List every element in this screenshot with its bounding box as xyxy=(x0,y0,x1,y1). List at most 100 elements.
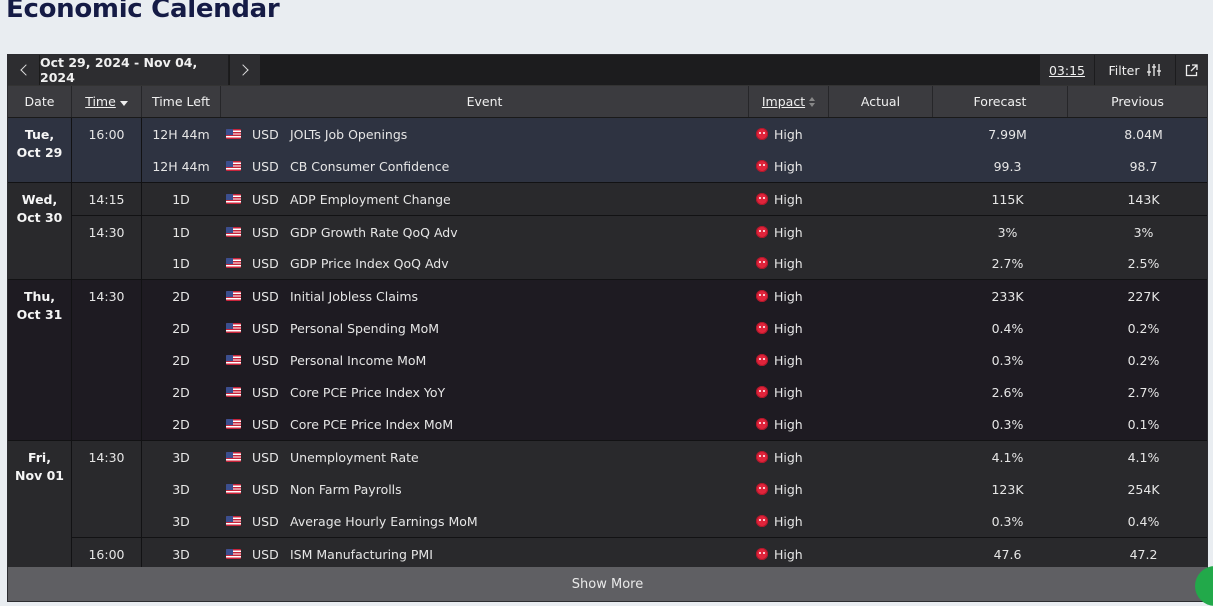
event-name[interactable]: Average Hourly Earnings MoM xyxy=(290,513,478,529)
show-more-button[interactable]: Show More xyxy=(8,567,1207,601)
table-row[interactable]: 14:30 3D USD Unemployment Rate High 4.1% 4.1% xyxy=(72,441,1207,473)
impact-cell: High xyxy=(756,312,836,344)
page-title: Economic Calendar xyxy=(6,0,280,24)
time-left: 3D xyxy=(172,546,190,562)
event-name[interactable]: ISM Manufacturing PMI xyxy=(290,546,433,562)
event-name[interactable]: Personal Spending MoM xyxy=(290,320,440,336)
filter-button[interactable]: Filter xyxy=(1095,55,1175,85)
currency: USD xyxy=(252,158,279,174)
us-flag-icon xyxy=(226,129,241,139)
impact-cell: High xyxy=(756,376,836,408)
impact-label: High xyxy=(774,384,803,400)
date-range-label[interactable]: Oct 29, 2024 - Nov 04, 2024 xyxy=(40,55,228,85)
time-left: 1D xyxy=(172,191,190,207)
actual-value xyxy=(836,538,940,570)
event-name[interactable]: Core PCE Price Index YoY xyxy=(290,384,446,400)
us-flag-icon xyxy=(226,227,241,237)
open-external-button[interactable] xyxy=(1176,55,1207,85)
currency: USD xyxy=(252,352,279,368)
table-row[interactable]: 2D USD Personal Spending MoM High 0.4% 0.2% xyxy=(72,312,1207,344)
actual-value xyxy=(836,183,940,215)
table-row[interactable]: 2D USD Personal Income MoM High 0.3% 0.2% xyxy=(72,344,1207,376)
table-row[interactable]: 14:30 2D USD Initial Jobless Claims High 233K… xyxy=(72,280,1207,312)
table-row[interactable]: 16:00 12H 44m USD JOLTs Job Openings High 7.9… xyxy=(72,118,1207,150)
flag-cell xyxy=(226,344,244,376)
chevron-right-icon xyxy=(237,64,249,76)
event-name[interactable]: GDP Price Index QoQ Adv xyxy=(290,255,449,271)
sliders-icon xyxy=(1147,64,1162,76)
actual-value xyxy=(836,118,940,150)
day-weekday: Thu, xyxy=(23,289,56,304)
column-previous: Previous xyxy=(1111,94,1164,109)
high-impact-bull-icon xyxy=(756,128,768,140)
table-row[interactable]: 3D USD Average Hourly Earnings MoM High 0.3%… xyxy=(72,505,1207,537)
previous-value: 254K xyxy=(1127,481,1160,497)
previous-value: 143K xyxy=(1127,191,1160,207)
time-column-divider xyxy=(72,441,142,473)
high-impact-bull-icon xyxy=(756,160,768,172)
flag-cell xyxy=(226,408,244,440)
high-impact-bull-icon xyxy=(756,418,768,430)
currency: USD xyxy=(252,546,279,562)
chat-widget-button[interactable] xyxy=(1195,566,1213,606)
event-time xyxy=(72,312,141,344)
timezone-clock[interactable]: 03:15 xyxy=(1040,55,1094,85)
day-date: Oct 29 xyxy=(16,145,63,160)
table-row[interactable]: 14:30 1D USD GDP Growth Rate QoQ Adv High 3% 3… xyxy=(72,215,1207,248)
table-row[interactable]: 12H 44m USD CB Consumer Confidence High 99.3… xyxy=(72,150,1207,182)
flag-cell xyxy=(226,312,244,344)
table-row[interactable]: 14:15 1D USD ADP Employment Change High 115K 1… xyxy=(72,183,1207,215)
next-week-button[interactable] xyxy=(229,55,260,85)
time-column-divider xyxy=(72,376,142,408)
column-time[interactable]: Time xyxy=(72,86,142,117)
event-name[interactable]: GDP Growth Rate QoQ Adv xyxy=(290,224,458,240)
forecast-value: 3% xyxy=(997,224,1018,240)
day-date: Nov 01 xyxy=(15,468,64,483)
event-name[interactable]: CB Consumer Confidence xyxy=(290,158,450,174)
event-name[interactable]: Initial Jobless Claims xyxy=(290,288,419,304)
event-name[interactable]: JOLTs Job Openings xyxy=(290,126,408,142)
us-flag-icon xyxy=(226,484,241,494)
previous-week-button[interactable] xyxy=(8,55,40,85)
time-column-divider xyxy=(72,247,142,279)
time-left: 2D xyxy=(172,352,190,368)
flag-cell xyxy=(226,118,244,150)
impact-label: High xyxy=(774,288,803,304)
event-name[interactable]: ADP Employment Change xyxy=(290,191,451,207)
event-time xyxy=(72,150,141,182)
time-left: 2D xyxy=(172,384,190,400)
event-time xyxy=(72,473,141,505)
event-name[interactable]: Unemployment Rate xyxy=(290,449,419,465)
impact-label: High xyxy=(774,352,803,368)
time-left: 3D xyxy=(172,449,190,465)
day-label: Tue, Oct 29 xyxy=(8,118,72,182)
actual-value xyxy=(836,312,940,344)
currency: USD xyxy=(252,416,279,432)
impact-label: High xyxy=(774,191,803,207)
column-impact[interactable]: Impact xyxy=(749,86,829,117)
event-time: 14:30 xyxy=(88,449,125,465)
impact-cell: High xyxy=(756,216,836,248)
previous-value: 4.1% xyxy=(1127,449,1160,465)
impact-label: High xyxy=(774,481,803,497)
table-row[interactable]: 2D USD Core PCE Price Index YoY High 2.6% 2.7… xyxy=(72,376,1207,408)
table-row[interactable]: 3D USD Non Farm Payrolls High 123K 254K xyxy=(72,473,1207,505)
high-impact-bull-icon xyxy=(756,290,768,302)
table-row[interactable]: 16:00 3D USD ISM Manufacturing PMI High 47.6 4… xyxy=(72,537,1207,570)
event-name[interactable]: Personal Income MoM xyxy=(290,352,427,368)
time-left: 2D xyxy=(172,320,190,336)
event-time: 16:00 xyxy=(88,126,125,142)
time-left: 3D xyxy=(172,481,190,497)
currency: USD xyxy=(252,384,279,400)
table-row[interactable]: 1D USD GDP Price Index QoQ Adv High 2.7% 2.5% xyxy=(72,247,1207,279)
impact-label: High xyxy=(774,546,803,562)
flag-cell xyxy=(226,150,244,182)
event-name[interactable]: Core PCE Price Index MoM xyxy=(290,416,454,432)
impact-cell: High xyxy=(756,183,836,215)
currency: USD xyxy=(252,288,279,304)
time-left: 2D xyxy=(172,416,190,432)
column-time-left: Time Left xyxy=(142,86,221,117)
event-name[interactable]: Non Farm Payrolls xyxy=(290,481,402,497)
table-row[interactable]: 2D USD Core PCE Price Index MoM High 0.3% 0.1… xyxy=(72,408,1207,440)
flag-cell xyxy=(226,183,244,215)
